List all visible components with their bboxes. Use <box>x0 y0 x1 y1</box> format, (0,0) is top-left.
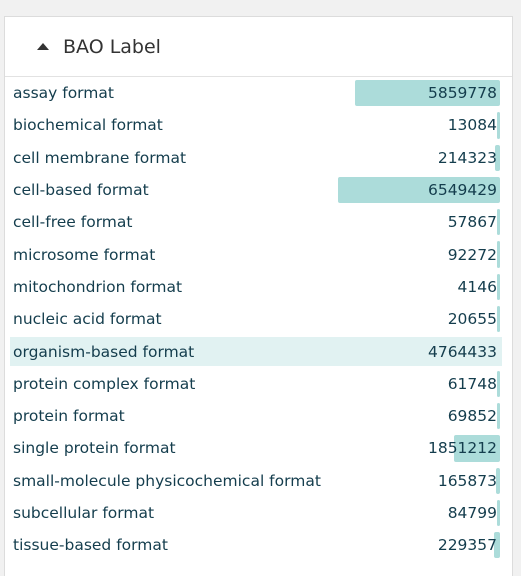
count-bar <box>454 435 500 462</box>
facet-row[interactable]: protein format 69852 <box>10 400 502 432</box>
facet-label: assay format <box>13 84 114 103</box>
facet-panel-header[interactable]: BAO Label <box>5 17 512 77</box>
facet-count: 20655 <box>447 310 497 329</box>
count-bar <box>497 209 500 236</box>
selected-row-highlight <box>10 337 502 366</box>
facet-count: 4764433 <box>427 342 497 361</box>
count-bar <box>355 80 500 107</box>
count-bar <box>497 370 500 397</box>
facet-list: assay format 5859778 biochemical format 130… <box>10 77 502 561</box>
count-bar <box>496 467 500 494</box>
facet-panel-title: BAO Label <box>63 35 161 58</box>
facet-count: 57867 <box>447 213 497 232</box>
facet-row[interactable]: biochemical format 13084 <box>10 109 502 141</box>
count-bar <box>497 402 500 430</box>
facet-count: 69852 <box>447 407 497 426</box>
count-bar <box>494 532 500 559</box>
count-bar <box>497 241 500 268</box>
facet-count: 229357 <box>437 536 497 555</box>
count-bar <box>338 176 500 204</box>
facet-count: 84799 <box>447 504 497 522</box>
count-bar <box>497 112 500 139</box>
facet-label: protein complex format <box>13 374 196 393</box>
facet-row[interactable]: cell membrane format 214323 <box>10 142 502 174</box>
facet-row[interactable]: small-molecule physicochemical format 165… <box>10 465 502 497</box>
facet-row[interactable]: nucleic acid format 20655 <box>10 303 502 335</box>
facet-label: single protein format <box>13 439 176 458</box>
facet-count: 4146 <box>457 277 497 296</box>
count-bar <box>497 273 500 301</box>
caret-up-icon[interactable] <box>37 43 49 50</box>
facet-row[interactable]: single protein format 1851212 <box>10 432 502 464</box>
count-bar <box>497 306 500 333</box>
facet-count: 61748 <box>447 374 497 393</box>
facet-row[interactable]: subcellular format 84799 <box>10 497 502 529</box>
facet-row[interactable]: microsome format 92272 <box>10 238 502 270</box>
facet-count: 165873 <box>437 471 497 490</box>
facet-row[interactable]: tissue-based format 229357 <box>10 529 502 561</box>
facet-label: cell-free format <box>13 213 133 232</box>
facet-row[interactable]: assay format 5859778 <box>10 77 502 109</box>
facet-row[interactable]: protein complex format 61748 <box>10 368 502 400</box>
facet-label: tissue-based format <box>13 536 168 555</box>
facet-label: cell membrane format <box>13 148 187 167</box>
facet-count: 5859778 <box>427 84 497 103</box>
facet-count: 92272 <box>447 245 497 264</box>
facet-count: 1851212 <box>427 439 497 458</box>
bao-label-facet-panel: BAO Label <box>4 16 513 576</box>
facet-label: organism-based format <box>13 342 195 361</box>
facet-count: 13084 <box>447 116 497 135</box>
facet-label: small-molecule physicochemical format <box>13 471 321 490</box>
facet-count: 6549429 <box>427 181 497 200</box>
facet-label: subcellular format <box>13 504 155 522</box>
facet-row[interactable]: organism-based format 4764433 <box>10 335 502 367</box>
facet-label: mitochondrion format <box>13 277 183 296</box>
count-bar <box>495 144 500 171</box>
facet-label: protein format <box>13 407 125 426</box>
facet-row[interactable]: cell-based format 6549429 <box>10 174 502 206</box>
facet-label: biochemical format <box>13 116 163 135</box>
count-bar <box>497 499 500 527</box>
facet-count: 214323 <box>437 148 497 167</box>
facet-label: nucleic acid format <box>13 310 162 329</box>
facet-row[interactable]: cell-free format 57867 <box>10 206 502 238</box>
facet-row[interactable]: mitochondrion format 4146 <box>10 271 502 303</box>
facet-label: cell-based format <box>13 181 149 200</box>
facet-label: microsome format <box>13 245 156 264</box>
